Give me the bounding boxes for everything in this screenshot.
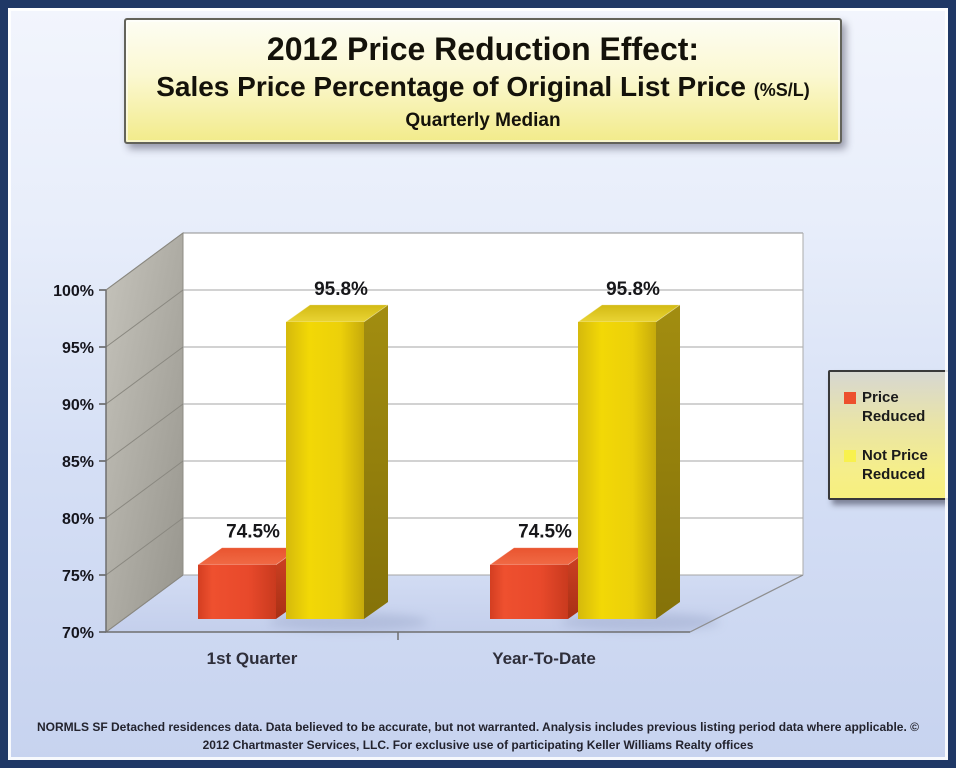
chart-title-line2-suffix: (%S/L): [753, 80, 810, 100]
category-label-1st-quarter: 1st Quarter: [207, 649, 298, 668]
bar-front-face: [490, 564, 568, 619]
chart-labels: 100% 95% 90% 85% 80% 75% 70% 74.5% 95.8% 1st Quar…: [53, 279, 660, 668]
y-tick-label-90%: 90%: [62, 397, 94, 414]
y-tick-label-100%: 100%: [53, 283, 94, 300]
bar-front-face: [198, 564, 276, 619]
chart-title-line1: 2012 Price Reduction Effect:: [266, 31, 700, 67]
y-tick-label-85%: 85%: [62, 454, 94, 471]
value-label-not-price-reduced-1st-quarter: 95.8%: [314, 279, 368, 300]
legend-label: Not Price Reduced: [862, 447, 928, 483]
bar-front-face: [286, 321, 364, 619]
chart-axes: [105, 233, 804, 640]
chart-bars: [196, 304, 682, 619]
value-label-not-price-reduced-year-to-date: 95.8%: [606, 279, 660, 300]
sidewall-gridline-70%: [105, 574, 184, 633]
category-label-year-to-date: Year-To-Date: [492, 649, 596, 668]
legend-item-not-price-reduced: Not Price Reduced: [844, 446, 943, 484]
chart-title-box: 2012 Price Reduction Effect: Sales Price…: [124, 18, 842, 144]
bar-side-face: [364, 304, 388, 619]
sidewall-gridline-80%: [105, 460, 184, 519]
legend-label: Price Reduced: [862, 389, 926, 425]
legend: Price Reduced Not Price Reduced: [828, 370, 948, 500]
bar-not-price-reduced-year-to-date: [576, 304, 682, 619]
sidewall-gridline-85%: [105, 403, 184, 462]
y-tick-label-95%: 95%: [62, 340, 94, 357]
legend-marker-icon: [844, 392, 856, 404]
footer-line1: NORMLS SF Detached residences data. Data…: [37, 720, 919, 734]
floor-right-edge: [689, 574, 804, 633]
chart-title-line2-main: Sales Price Percentage of Original List …: [156, 71, 747, 102]
bar-not-price-reduced-1st-quarter: [284, 304, 390, 619]
bar-price-reduced-1st-quarter: [196, 547, 302, 619]
value-label-price-reduced-1st-quarter: 74.5%: [226, 522, 280, 543]
legend-item-price-reduced: Price Reduced: [844, 388, 943, 426]
chart-subtitle: Quarterly Median: [405, 110, 561, 131]
sidewall-gridline-100%: [105, 232, 184, 291]
footer-line2: 2012 Chartmaster Services, LLC. For excl…: [202, 738, 754, 752]
sidewall-gridline-90%: [105, 346, 184, 405]
bar-price-reduced-year-to-date: [488, 547, 594, 619]
y-tick-label-70%: 70%: [62, 625, 94, 642]
bar-side-face: [656, 304, 680, 619]
footer: NORMLS SF Detached residences data. Data…: [8, 718, 948, 754]
y-tick-label-80%: 80%: [62, 511, 94, 528]
bar-front-face: [578, 321, 656, 619]
chart-title-line2: Sales Price Percentage of Original List …: [126, 69, 840, 108]
value-label-price-reduced-year-to-date: 74.5%: [518, 522, 572, 543]
legend-marker-icon: [844, 450, 856, 462]
sidewall-gridline-95%: [105, 289, 184, 348]
bar-chart-3d: 100% 95% 90% 85% 80% 75% 70% 74.5% 95.8% 1st Quar…: [53, 232, 804, 668]
y-tick-label-75%: 75%: [62, 568, 94, 585]
sidewall-gridline-75%: [105, 517, 184, 576]
